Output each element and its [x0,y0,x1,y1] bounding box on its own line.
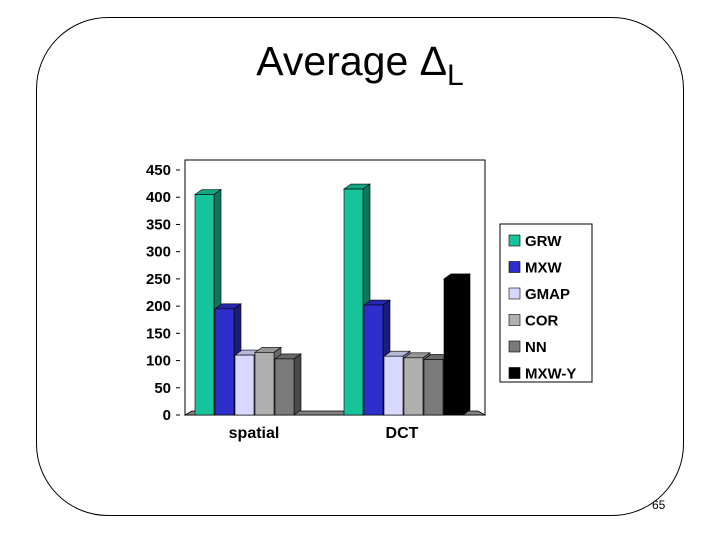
legend-label: NN [525,339,547,356]
bar-side-face [462,273,471,416]
legend-label: GMAP [525,286,570,303]
legend-swatch [508,234,521,247]
x-category-label: spatial [229,425,280,442]
legend-label: MXW [525,260,563,277]
legend-label: GRW [525,233,562,250]
bar-front-face [343,188,364,416]
bar-front-face [274,358,295,416]
y-tick-label: 400 [146,189,171,206]
legend-swatch [508,261,521,273]
bar-side-face [293,353,302,416]
y-tick-label: 200 [146,298,171,315]
legend-label: MXW-Y [525,366,576,383]
legend-swatch [508,287,521,300]
bar-nn-spatial [274,353,302,416]
legend-label: COR [525,313,559,330]
legend-swatch [508,314,521,326]
title-subscript: L [447,59,464,92]
y-tick-label: 350 [146,216,171,233]
bar-front-face [423,359,444,416]
x-category-label: DCT [386,425,419,442]
bar-front-face [194,194,215,416]
bar-front-face [403,357,424,416]
bar-front-face [234,354,255,416]
y-tick-label: 0 [163,407,171,424]
bar-series-group [194,183,471,416]
bar-front-face [214,308,235,416]
y-tick-label: 450 [146,162,171,179]
bar-front-face [254,352,275,416]
legend-swatch [508,340,521,353]
page-number: 65 [652,498,666,512]
y-tick-label: 50 [154,380,171,397]
legend-box [499,223,593,383]
slide-frame [36,17,684,516]
bar-front-face [363,304,384,416]
y-tick-label: 300 [146,244,171,261]
x-axis-categories: spatial DCT [229,425,419,442]
chart-legend: GRW MXW GMAP COR NN MXW-Y [499,223,593,383]
y-tick-label: 100 [146,353,171,370]
bar-front-face [383,355,404,416]
slide-title: Average ΔL [0,38,720,92]
bar-front-face [443,278,464,416]
legend-swatch [508,367,521,379]
y-tick-label: 150 [146,325,171,342]
y-tick-label: 250 [146,271,171,288]
title-main: Average Δ [256,38,448,84]
bar-mxw-y-dct [443,273,471,416]
